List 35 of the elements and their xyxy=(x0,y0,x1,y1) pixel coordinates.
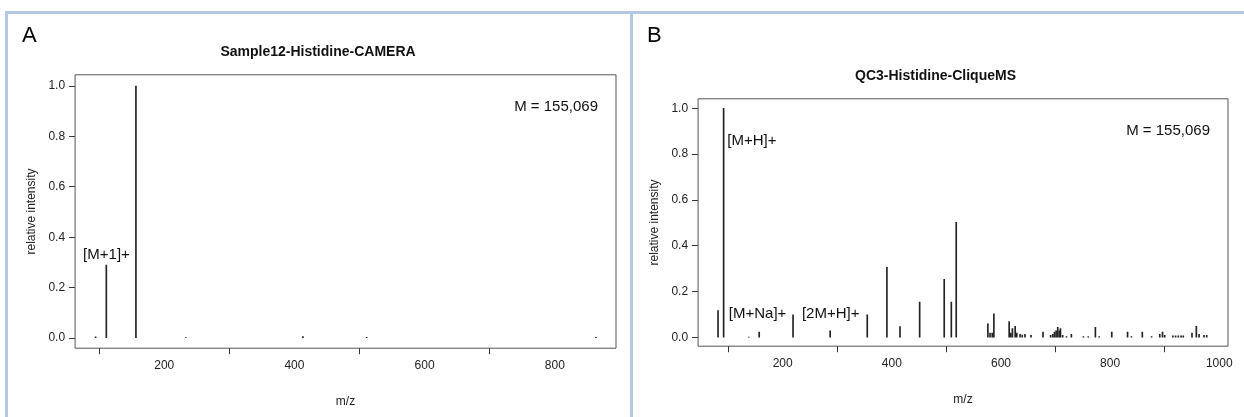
text: B xyxy=(647,22,662,48)
chart-title: Sample12-Histidine-CAMERA xyxy=(220,43,416,60)
y-tick-label: 0.8 xyxy=(48,128,66,143)
y-tick-label: 0.8 xyxy=(671,146,689,161)
x-tick-label: 600 xyxy=(414,357,435,372)
y-tick-label: 0.0 xyxy=(48,330,66,345)
x-tick-label: 400 xyxy=(284,357,305,372)
x-tick-label: 200 xyxy=(772,355,793,370)
x-tick-label: 800 xyxy=(1100,355,1121,370)
y-tick-label: 0.6 xyxy=(671,192,689,207)
y-tick-label: 0.0 xyxy=(671,330,689,345)
y-tick-label: 1.0 xyxy=(48,78,66,93)
x-tick-label: 1000 xyxy=(1205,355,1233,370)
x-tick-label: 200 xyxy=(154,357,175,372)
y-tick-label: 1.0 xyxy=(671,100,689,115)
annotation: M = 155,069 xyxy=(1126,120,1210,138)
x-axis-title: m/z xyxy=(335,394,356,409)
x-tick-label: 400 xyxy=(881,355,903,370)
annotation: [M+Na]+ xyxy=(728,304,787,322)
y-tick-label: 0.2 xyxy=(48,280,66,295)
y-tick-label: 0.2 xyxy=(671,284,689,299)
text: A xyxy=(22,22,37,48)
y-tick-label: 0.4 xyxy=(48,229,66,244)
y-tick-label: 0.6 xyxy=(48,179,66,194)
y-tick-label: 0.4 xyxy=(671,238,689,253)
annotation: [M+1]+ xyxy=(83,245,131,263)
annotation: [M+H]+ xyxy=(727,131,777,148)
y-axis-title: relative intensity xyxy=(646,179,661,266)
chart-title: QC3-Histidine-CliqueMS xyxy=(854,67,1017,84)
x-tick-label: 600 xyxy=(990,355,1012,370)
annotation: [2M+H]+ xyxy=(801,304,860,322)
annotation: M = 155,069 xyxy=(514,96,598,114)
y-axis-title: relative intensity xyxy=(23,168,38,255)
x-axis-title: m/z xyxy=(953,392,973,407)
x-tick-label: 800 xyxy=(544,357,566,372)
